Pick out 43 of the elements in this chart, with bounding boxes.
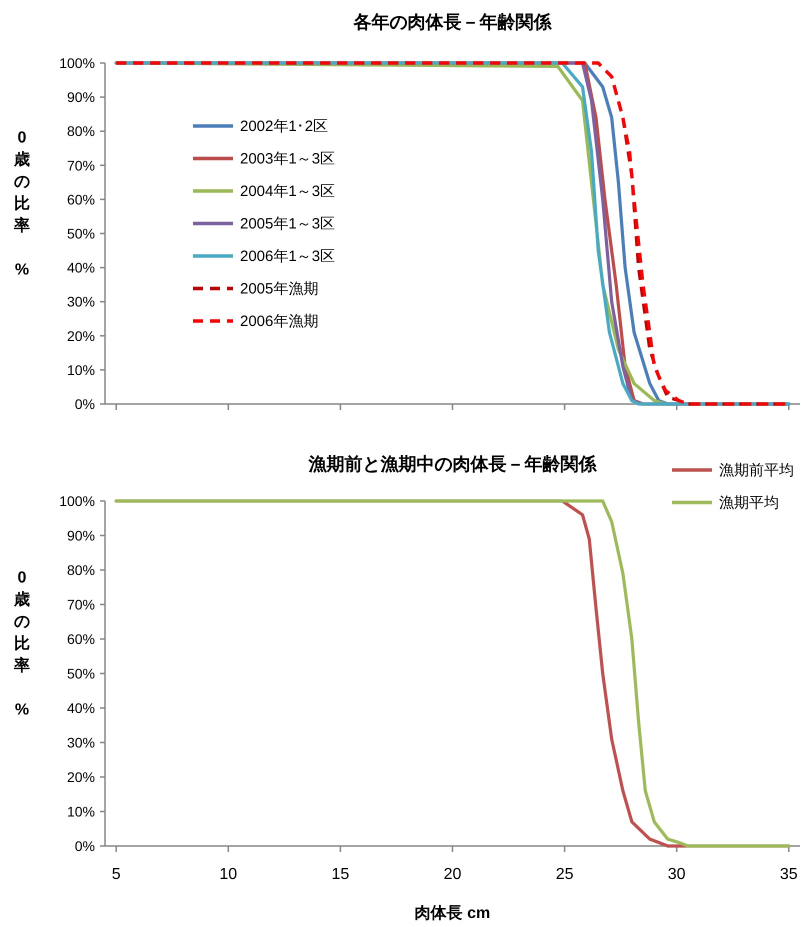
x-tick-label: 20 <box>444 866 462 883</box>
y-tick-label: 50% <box>66 226 95 242</box>
legend-label: 漁期平均 <box>719 494 779 512</box>
text: 0歳の比率 % <box>14 570 30 718</box>
x-tick-label: 25 <box>556 866 574 883</box>
legend-label: 漁期前平均 <box>719 462 794 479</box>
legend-label: 2005年1～3区 <box>240 216 336 232</box>
y-tick-label: 80% <box>66 123 95 140</box>
x-tick-label: 10 <box>219 866 238 883</box>
chart-title: 漁期前と漁期中の肉体長－年齢関係 <box>308 454 598 474</box>
y-tick-label: 0% <box>74 396 95 412</box>
x-tick-label: 15 <box>332 866 350 883</box>
chart-title: 各年の肉体長－年齢関係 <box>352 12 552 32</box>
legend-label: 2002年1･2区 <box>240 118 328 135</box>
y-tick-label: 60% <box>66 631 95 647</box>
x-axis-title: 肉体長 cm <box>414 904 490 922</box>
y-tick-label: 70% <box>66 596 95 612</box>
y-tick-label: 10% <box>66 804 95 820</box>
y-tick-label: 0% <box>74 838 95 854</box>
y-tick-label: 80% <box>66 562 95 578</box>
y-tick-label: 100% <box>59 493 95 509</box>
y-tick-label: 20% <box>66 769 95 785</box>
y-tick-label: 40% <box>66 700 95 716</box>
y-tick-label: 90% <box>66 528 95 544</box>
y-tick-label: 90% <box>66 89 95 106</box>
y-tick-label: 30% <box>66 734 95 750</box>
legend-label: 2004年1～3区 <box>240 183 336 200</box>
text: 0歳の比率 % <box>14 130 30 278</box>
y-tick-label: 60% <box>66 191 95 208</box>
legend-label: 2003年1～3区 <box>240 150 336 168</box>
y-tick-label: 40% <box>66 260 95 276</box>
y-tick-label: 10% <box>66 362 95 378</box>
y-tick-label: 30% <box>66 294 95 310</box>
x-tick-label: 30 <box>668 866 686 883</box>
legend-label: 2005年漁期 <box>240 280 318 298</box>
x-tick-label: 35 <box>780 866 798 883</box>
y-tick-label: 50% <box>66 666 95 682</box>
x-tick-label: 5 <box>112 866 121 883</box>
y-tick-label: 70% <box>66 157 95 174</box>
legend-label: 2006年漁期 <box>240 313 318 330</box>
y-tick-label: 100% <box>59 55 95 71</box>
y-tick-label: 20% <box>66 328 95 344</box>
legend-label: 2006年1～3区 <box>240 248 336 265</box>
